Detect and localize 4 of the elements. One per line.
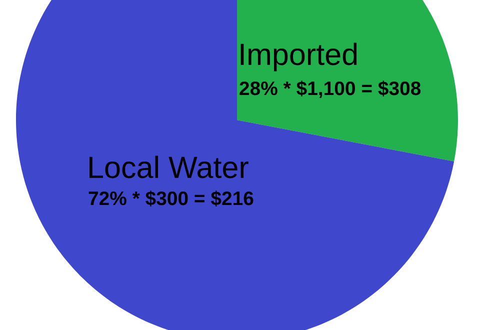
slice-label: Local Water bbox=[90, 156, 248, 178]
slice-label: Imported bbox=[240, 42, 357, 72]
data-label: 28% * $1,100 = $308 bbox=[240, 80, 421, 98]
data-label: 72% * $300 = $216 bbox=[88, 190, 254, 206]
